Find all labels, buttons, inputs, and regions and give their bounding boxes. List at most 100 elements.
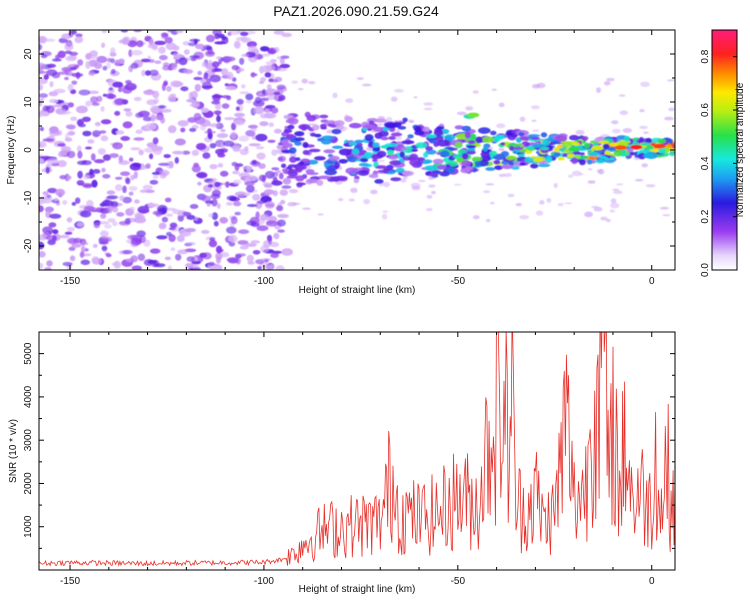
spectrogram-cell [422,159,433,164]
spectrogram-cell [244,146,249,151]
spectrogram-cell [283,129,293,133]
spectrogram-cell [338,159,348,164]
spectrogram-cell [107,205,113,214]
spectrogram-cell [350,187,358,193]
snr-xlabel: Height of straight line (km) [299,584,416,595]
spectrogram-cell [281,32,292,38]
spectrogram-cell [96,55,108,64]
spectrogram-cell [70,116,78,122]
spectrogram-cell [264,201,275,209]
spectrogram-cell [110,47,116,55]
spectrogram-cell [409,158,418,166]
spectrogram-cell [114,98,126,106]
spectrogram-cell [320,123,327,129]
spectrogram-cell [98,221,110,225]
spectrogram-cell [345,167,358,175]
spectrogram-cell [220,252,230,258]
spectrogram-peak [591,145,604,151]
spectrogram-cell [167,125,177,134]
spectrogram-cell [152,137,159,145]
spectrogram-cell [375,165,388,169]
spectrogram-cell [638,137,645,143]
spectrogram-cell [462,153,469,160]
spectrogram-cell [233,40,241,49]
spectrogram-cell [344,116,353,122]
spectrogram-cell [536,82,546,89]
spectrogram-cell [80,259,91,266]
spectrogram-cell [581,136,589,141]
spectrogram-cell [264,108,270,114]
spectrogram-cell [264,170,275,179]
spectrogram-cell [567,153,575,158]
spectrogram-cell [46,260,53,267]
snr-x-tick-label: -100 [254,576,274,587]
spectrogram-cell [172,53,181,57]
spectrogram-cell [90,96,99,104]
spectrogram-cell [531,119,537,122]
spectrogram-cell [68,30,74,38]
spectrogram-cell [183,69,194,74]
spectrogram-cell [277,213,289,219]
spectrogram-cell [166,231,172,237]
spectrogram-cell [99,207,111,214]
spectrogram-cell [146,89,153,93]
spectrogram-cell [246,220,257,226]
spectrogram-cell [46,63,57,68]
spectrogram-cell [271,79,279,83]
spectrogram-cell [40,51,52,57]
spectrogram-cell [132,162,142,168]
spectrogram-cell [246,254,254,263]
spectrogram-cell [259,121,269,127]
spectrogram-cell [591,205,599,209]
spectrogram-cell [468,140,476,145]
spectrogram-cell [77,170,83,179]
spectrogram-cell [217,248,224,253]
spectrogram-cell [48,222,57,228]
spectrogram-cell [128,191,134,196]
snr-y-tick-label: 4000 [23,385,34,408]
spectrogram-cell [256,152,266,160]
spectrogram-cell [45,166,50,174]
spectrogram-cell [530,136,541,141]
spectrogram-cell [609,209,615,213]
spectrogram-cell [202,252,212,260]
spectrogram-cell [138,110,150,118]
spectrogram-cell [186,214,196,220]
spectrogram-cell [596,87,601,93]
spectrogram-cell [110,58,115,64]
spectrogram-cell [587,180,596,184]
spectrogram-cell [275,265,285,270]
spectrogram-cell [332,92,338,99]
spectrogram-cell [316,179,324,186]
spectrogram-cell [276,84,286,90]
spectrogram-cell [286,133,295,138]
spectrogram-cell [394,135,402,141]
spectrogram-cell [195,172,207,178]
spectrogram-cell [411,186,421,191]
spectrogram-cell [187,242,196,246]
spectrogram-cell [507,193,515,198]
spectrogram-cell [52,104,63,108]
spectrogram-cell [181,211,192,217]
spectrogram-cell [256,225,269,232]
spectrogram-cell [154,40,167,46]
spectrogram-cell [281,163,287,168]
spectrogram-cell [381,213,388,220]
spectrogram-cell [386,149,395,156]
spectrogram-cell [245,100,252,104]
spectrogram-cell [236,98,244,105]
spectrogram-cell [176,30,184,34]
spectrogram-cell [64,231,73,235]
spectrogram-cell [141,69,146,77]
spectrogram-cell [125,111,133,117]
spectrogram-cell [431,190,436,195]
spectrogram-cell [481,136,495,143]
spectrogram-cell [144,189,155,193]
spectrogram-cell [298,124,311,130]
spectrogram-cell [220,129,226,133]
spectrogram-cell [99,130,107,134]
spectrogram-cell [149,59,155,63]
spectrogram-cell [562,153,569,158]
spectrogram-cell [75,71,81,80]
spectrogram-cell [246,165,252,173]
